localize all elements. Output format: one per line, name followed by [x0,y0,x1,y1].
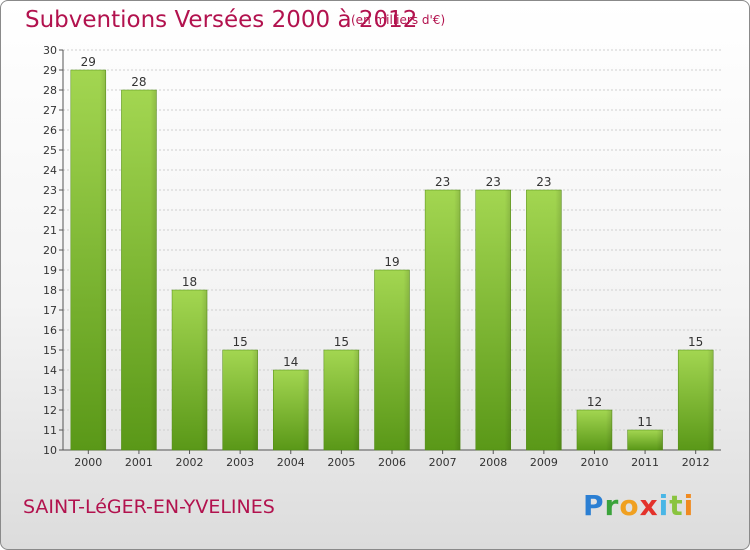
bar-shade [201,290,208,450]
x-tick-label: 2010 [580,456,608,469]
y-tick-label: 10 [43,444,57,457]
data-label: 15 [688,335,703,349]
logo-letter: x [639,489,659,522]
y-tick-label: 27 [43,104,57,117]
y-tick-label: 23 [43,184,57,197]
y-tick-label: 16 [43,324,57,337]
y-tick-label: 28 [43,84,57,97]
y-tick-label: 26 [43,124,57,137]
x-tick-label: 2003 [226,456,254,469]
logo-letter: r [604,489,620,522]
y-tick-label: 24 [43,164,57,177]
bar-shade [251,350,258,450]
data-label: 19 [384,255,399,269]
data-label: 15 [334,335,349,349]
data-label: 28 [131,75,146,89]
y-tick-label: 20 [43,244,57,257]
bar-shade [605,410,612,450]
bars [70,69,714,451]
data-label: 18 [182,275,197,289]
bar-shade [707,350,714,450]
x-tick-label: 2011 [631,456,659,469]
x-tick-label: 2000 [74,456,102,469]
chart-title: Subventions Versées 2000 à 2012 [25,7,418,33]
x-tick-label: 2012 [682,456,710,469]
y-tick-label: 21 [43,224,57,237]
y-tick-label: 15 [43,344,57,357]
y-tick-label: 13 [43,384,57,397]
x-tick-labels: 2000 2001 2002 2003 2004 2005 2006 2007 2008 2009… [74,456,709,469]
data-label: 23 [486,175,501,189]
proxiti-logo: Proxiti [583,489,694,522]
x-tick-label: 2008 [479,456,507,469]
y-tick-label: 11 [43,424,57,437]
y-tick-label: 18 [43,284,57,297]
logo-letter: P [583,489,605,522]
data-label: 15 [233,335,248,349]
x-tick-label: 2004 [277,456,305,469]
x-tick-label: 2006 [378,456,406,469]
y-tick-label: 14 [43,364,57,377]
bar-shade [352,350,359,450]
data-label: 11 [637,415,652,429]
x-tick-label: 2009 [530,456,558,469]
logo-letter: i [683,489,695,522]
y-tick-label: 22 [43,204,57,217]
data-label: 29 [81,55,96,69]
y-tick-label: 17 [43,304,57,317]
y-tick-label: 12 [43,404,57,417]
bar-shade [150,90,157,450]
x-tick-label: 2007 [429,456,457,469]
y-tick-label: 30 [43,44,57,57]
x-tick-label: 2002 [176,456,204,469]
bar-shade [555,190,562,450]
y-tick-labels: 10 11 12 13 14 15 16 17 18 19 20 21 22 23 24 25 26 27 28 29… [43,44,57,457]
data-label: 23 [536,175,551,189]
y-tick-label: 25 [43,144,57,157]
logo-letter: i [658,489,670,522]
data-label: 23 [435,175,450,189]
bar-shade [302,370,309,450]
data-label: 14 [283,355,298,369]
x-tick-label: 2001 [125,456,153,469]
bar-shade [99,70,106,450]
bar-shade [504,190,511,450]
bar-shade [403,270,410,450]
data-labels: 29 28 18 15 14 15 19 23 23 23 12 11 15 [81,55,704,429]
bar-shade [656,430,663,450]
logo-letter: t [669,489,684,522]
y-tick-label: 19 [43,264,57,277]
logo-letter: o [619,489,640,522]
bar-shade [454,190,461,450]
chart-subtitle: (en milliers d'€) [351,13,446,27]
location-name: SAINT-LéGER-EN-YVELINES [23,496,275,518]
x-tick-label: 2005 [327,456,355,469]
y-tick-label: 29 [43,64,57,77]
data-label: 12 [587,395,602,409]
